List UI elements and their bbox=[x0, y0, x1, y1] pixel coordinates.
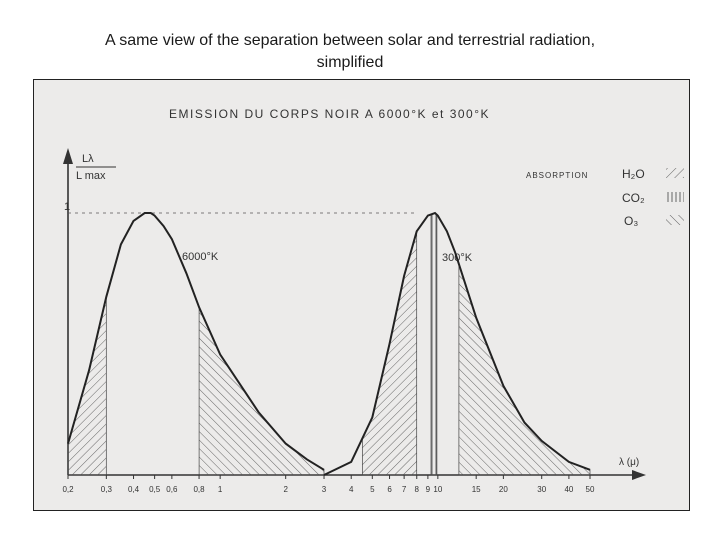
x-tick-label: 0,8 bbox=[193, 485, 205, 494]
y-tick-label-1: 1 bbox=[64, 201, 70, 213]
blackbody-chart: EMISSION DU CORPS NOIR A 6000°K et 300°K… bbox=[62, 107, 684, 494]
legend-swatch-co2 bbox=[666, 192, 684, 202]
chart-title: EMISSION DU CORPS NOIR A 6000°K et 300°K bbox=[169, 107, 490, 121]
x-tick-label: 0,3 bbox=[101, 485, 113, 494]
y-axis-label-bottom: L max bbox=[76, 170, 106, 182]
y-axis-arrow bbox=[63, 148, 73, 164]
slide-title-line-2: simplified bbox=[316, 54, 384, 71]
absorber-co2: CO₂ bbox=[622, 191, 645, 205]
slide-title: A same view of the separation between so… bbox=[40, 30, 660, 74]
chart-photo: EMISSION DU CORPS NOIR A 6000°K et 300°K… bbox=[33, 79, 690, 511]
x-tick-label: 2 bbox=[283, 485, 288, 494]
x-tick-label: 0,2 bbox=[62, 485, 74, 494]
x-tick-label: 50 bbox=[586, 485, 595, 494]
x-tick-label: 15 bbox=[472, 485, 481, 494]
x-tick-label: 4 bbox=[349, 485, 354, 494]
x-tick-label: 20 bbox=[499, 485, 508, 494]
x-tick-label: 6 bbox=[387, 485, 392, 494]
absorption-band-water-vapor bbox=[362, 231, 418, 476]
x-tick-label: 30 bbox=[537, 485, 546, 494]
x-tick-label: 0,4 bbox=[128, 485, 140, 494]
x-tick-label: 3 bbox=[322, 485, 327, 494]
x-tick-label: 1 bbox=[218, 485, 223, 494]
absorption-band-co2 bbox=[458, 264, 591, 476]
absorber-h2o: H₂O bbox=[622, 167, 645, 181]
x-tick-label: 7 bbox=[402, 485, 407, 494]
slide-title-line-1: A same view of the separation between so… bbox=[104, 32, 596, 49]
legend-swatch-o3 bbox=[666, 215, 684, 225]
label-6000k: 6000°K bbox=[182, 251, 219, 263]
x-tick-label: 40 bbox=[564, 485, 573, 494]
x-tick-label: 5 bbox=[370, 485, 375, 494]
x-axis-label: λ (μ) bbox=[619, 457, 639, 468]
x-axis-arrow bbox=[632, 470, 646, 480]
x-tick-label: 9 bbox=[426, 485, 431, 494]
x-tick-label: 8 bbox=[415, 485, 420, 494]
absorber-o3: O₃ bbox=[624, 214, 638, 228]
absorption-band-near-ir bbox=[198, 307, 325, 476]
y-axis-label-top: Lλ bbox=[82, 153, 94, 165]
series-line-1 bbox=[323, 211, 591, 476]
x-tick-label: 0,5 bbox=[149, 485, 161, 494]
absorption-band-ozone bbox=[430, 212, 438, 476]
absorption-label: ABSORPTION bbox=[526, 171, 588, 180]
x-tick-label: 10 bbox=[433, 485, 442, 494]
legend-swatch-h2o bbox=[666, 168, 684, 178]
series-line-0 bbox=[67, 212, 325, 471]
x-tick-label: 0,6 bbox=[166, 485, 178, 494]
